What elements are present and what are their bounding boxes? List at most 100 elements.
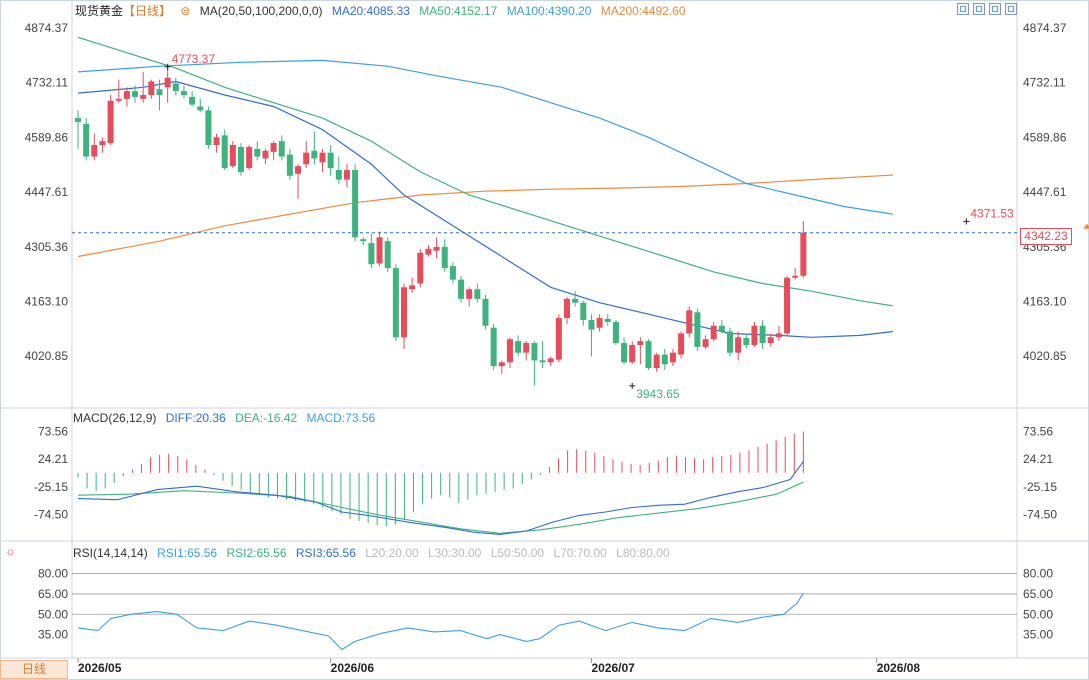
macd-diff-line xyxy=(77,461,804,535)
l50-value: L50:50.00 xyxy=(490,546,545,560)
rsi-tick-left: 65.00 xyxy=(38,587,68,601)
rsi-settings-icon[interactable]: ☼ xyxy=(5,544,16,558)
candle-body xyxy=(784,277,791,334)
candle-body xyxy=(743,338,750,345)
price-tick-right: 4020.85 xyxy=(1023,349,1067,363)
macd-dea-line xyxy=(77,481,804,534)
price-tick-left: 4447.61 xyxy=(25,185,69,199)
zoom-in-icon[interactable] xyxy=(973,3,985,15)
candle-body xyxy=(596,318,603,328)
macd-params[interactable]: MACD(26,12,9) xyxy=(73,411,157,425)
macd-tick-right: -25.15 xyxy=(1023,480,1057,494)
candle-body xyxy=(132,91,139,97)
candle-body xyxy=(335,170,342,180)
crosshair-icon[interactable] xyxy=(957,3,969,15)
period-label[interactable]: 【日线】 xyxy=(123,4,172,18)
candle-body xyxy=(612,321,619,344)
candle-body xyxy=(197,106,204,111)
rsi-tick-left: 80.00 xyxy=(38,567,68,581)
price-tick-right: 4163.10 xyxy=(1023,295,1067,309)
low-label: 3943.65 xyxy=(636,387,680,401)
ma-params[interactable]: MA(20,50,100,200,0,0) xyxy=(199,4,323,18)
candle-body xyxy=(352,170,359,238)
candle-body xyxy=(702,339,709,347)
candle-body xyxy=(295,166,302,174)
fullscreen-icon[interactable] xyxy=(1005,3,1017,15)
rsi2-value: RSI2:65.56 xyxy=(226,546,287,560)
ma20-value: MA20:4085.33 xyxy=(331,4,410,18)
candle-body xyxy=(180,91,187,95)
candle-body xyxy=(75,118,81,122)
price-tick-right: 4589.86 xyxy=(1023,130,1067,144)
candle-body xyxy=(775,333,782,338)
low-marker xyxy=(629,382,636,389)
macd-diff-value: DIFF:20.36 xyxy=(165,411,226,425)
price-tick-left: 4163.10 xyxy=(25,295,69,309)
l20-value: L20:20.00 xyxy=(365,546,419,560)
candle-body xyxy=(718,325,725,332)
rsi-tick-right: 35.00 xyxy=(1023,628,1053,642)
candle-body xyxy=(417,252,424,284)
candle-body xyxy=(498,362,505,367)
candle-body xyxy=(539,360,546,363)
price-tick-right: 4732.11 xyxy=(1023,76,1066,90)
zoom-out-icon[interactable] xyxy=(989,3,1001,15)
rsi-tick-right: 80.00 xyxy=(1023,567,1053,581)
candle-body xyxy=(148,81,155,95)
candle-body xyxy=(213,137,220,145)
candle-body xyxy=(604,318,611,322)
macd-tick-right: 24.21 xyxy=(1023,452,1053,466)
period-tab[interactable]: 日线 xyxy=(0,660,68,679)
ma200-value: MA200:4492.60 xyxy=(600,4,686,18)
candle-body xyxy=(270,143,277,152)
last-high-label: 4371.53 xyxy=(970,206,1014,220)
rsi-params[interactable]: RSI(14,14,14) xyxy=(73,546,148,560)
candle-body xyxy=(172,83,179,92)
ma200-line xyxy=(77,174,894,258)
candle-body xyxy=(140,95,147,99)
candle-body xyxy=(555,318,562,360)
macd-tick-right: 73.56 xyxy=(1023,425,1053,439)
time-label: 2026/06 xyxy=(331,661,375,675)
time-label: 2026/05 xyxy=(78,661,122,675)
candle-body xyxy=(343,170,350,180)
candle-body xyxy=(531,343,538,361)
macd-tick-left: -25.15 xyxy=(34,480,68,494)
candle-body xyxy=(669,352,676,363)
candle-body xyxy=(83,123,90,157)
candle-body xyxy=(327,152,334,169)
candle-body xyxy=(637,341,644,345)
price-arrow-icon xyxy=(1083,223,1089,229)
rsi-header: RSI(14,14,14) RSI1:65.56 RSI2:65.56 RSI3… xyxy=(73,546,676,560)
time-label: 2026/07 xyxy=(591,661,635,675)
price-tick-left: 4589.86 xyxy=(25,130,69,144)
price-tick-left: 4732.11 xyxy=(26,76,69,90)
candle-body xyxy=(384,241,391,269)
settings-icon[interactable]: ⊜ xyxy=(180,4,191,18)
macd-header: MACD(26,12,9) DIFF:20.36 DEA:-16.42 MACD… xyxy=(73,411,381,425)
candle-body xyxy=(303,152,310,165)
time-label: 2026/08 xyxy=(877,661,921,675)
candle-body xyxy=(710,325,717,340)
candle-body xyxy=(490,327,497,367)
candle-body xyxy=(572,298,579,303)
l80-value: L80:80.00 xyxy=(616,546,670,560)
ma100-line xyxy=(77,59,894,215)
candle-body xyxy=(686,310,693,334)
candle-body xyxy=(278,141,285,157)
candle-body xyxy=(621,343,628,363)
ma50-value: MA50:4152.17 xyxy=(419,4,498,18)
candle-body xyxy=(156,89,163,95)
candle-body xyxy=(458,279,465,299)
rsi-tick-left: 35.00 xyxy=(38,628,68,642)
candle-body xyxy=(401,287,407,338)
macd-tick-left: 24.21 xyxy=(38,452,68,466)
macd-tick-left: -74.50 xyxy=(34,508,68,522)
candle-body xyxy=(433,246,440,251)
candle-body xyxy=(751,325,758,345)
candle-body xyxy=(735,337,742,353)
current-price-tag: 4342.23 xyxy=(1020,228,1072,245)
candle-body xyxy=(262,150,269,159)
price-tick-left: 4305.36 xyxy=(25,240,69,254)
